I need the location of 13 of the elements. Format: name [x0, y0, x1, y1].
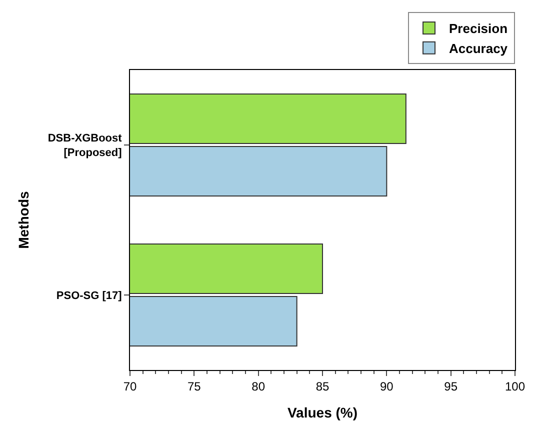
x-tick-label: 100 — [504, 379, 526, 394]
x-tick-label: 70 — [123, 379, 137, 394]
x-axis-title: Values (%) — [287, 404, 358, 421]
y-tick-label: DSB-XGBoost [Proposed] — [48, 132, 122, 159]
legend-label: Precision — [449, 21, 508, 36]
x-tick-label: 90 — [380, 379, 394, 394]
legend-label: Accuracy — [449, 40, 508, 56]
x-tick-label: 80 — [252, 379, 266, 394]
x-tick-label: 75 — [187, 379, 202, 394]
y-axis-title: Methods — [15, 191, 32, 249]
x-tick-label: 85 — [316, 379, 330, 394]
x-tick-label: 95 — [444, 379, 458, 394]
y-tick-label: PSO-SG [17] — [56, 290, 122, 302]
